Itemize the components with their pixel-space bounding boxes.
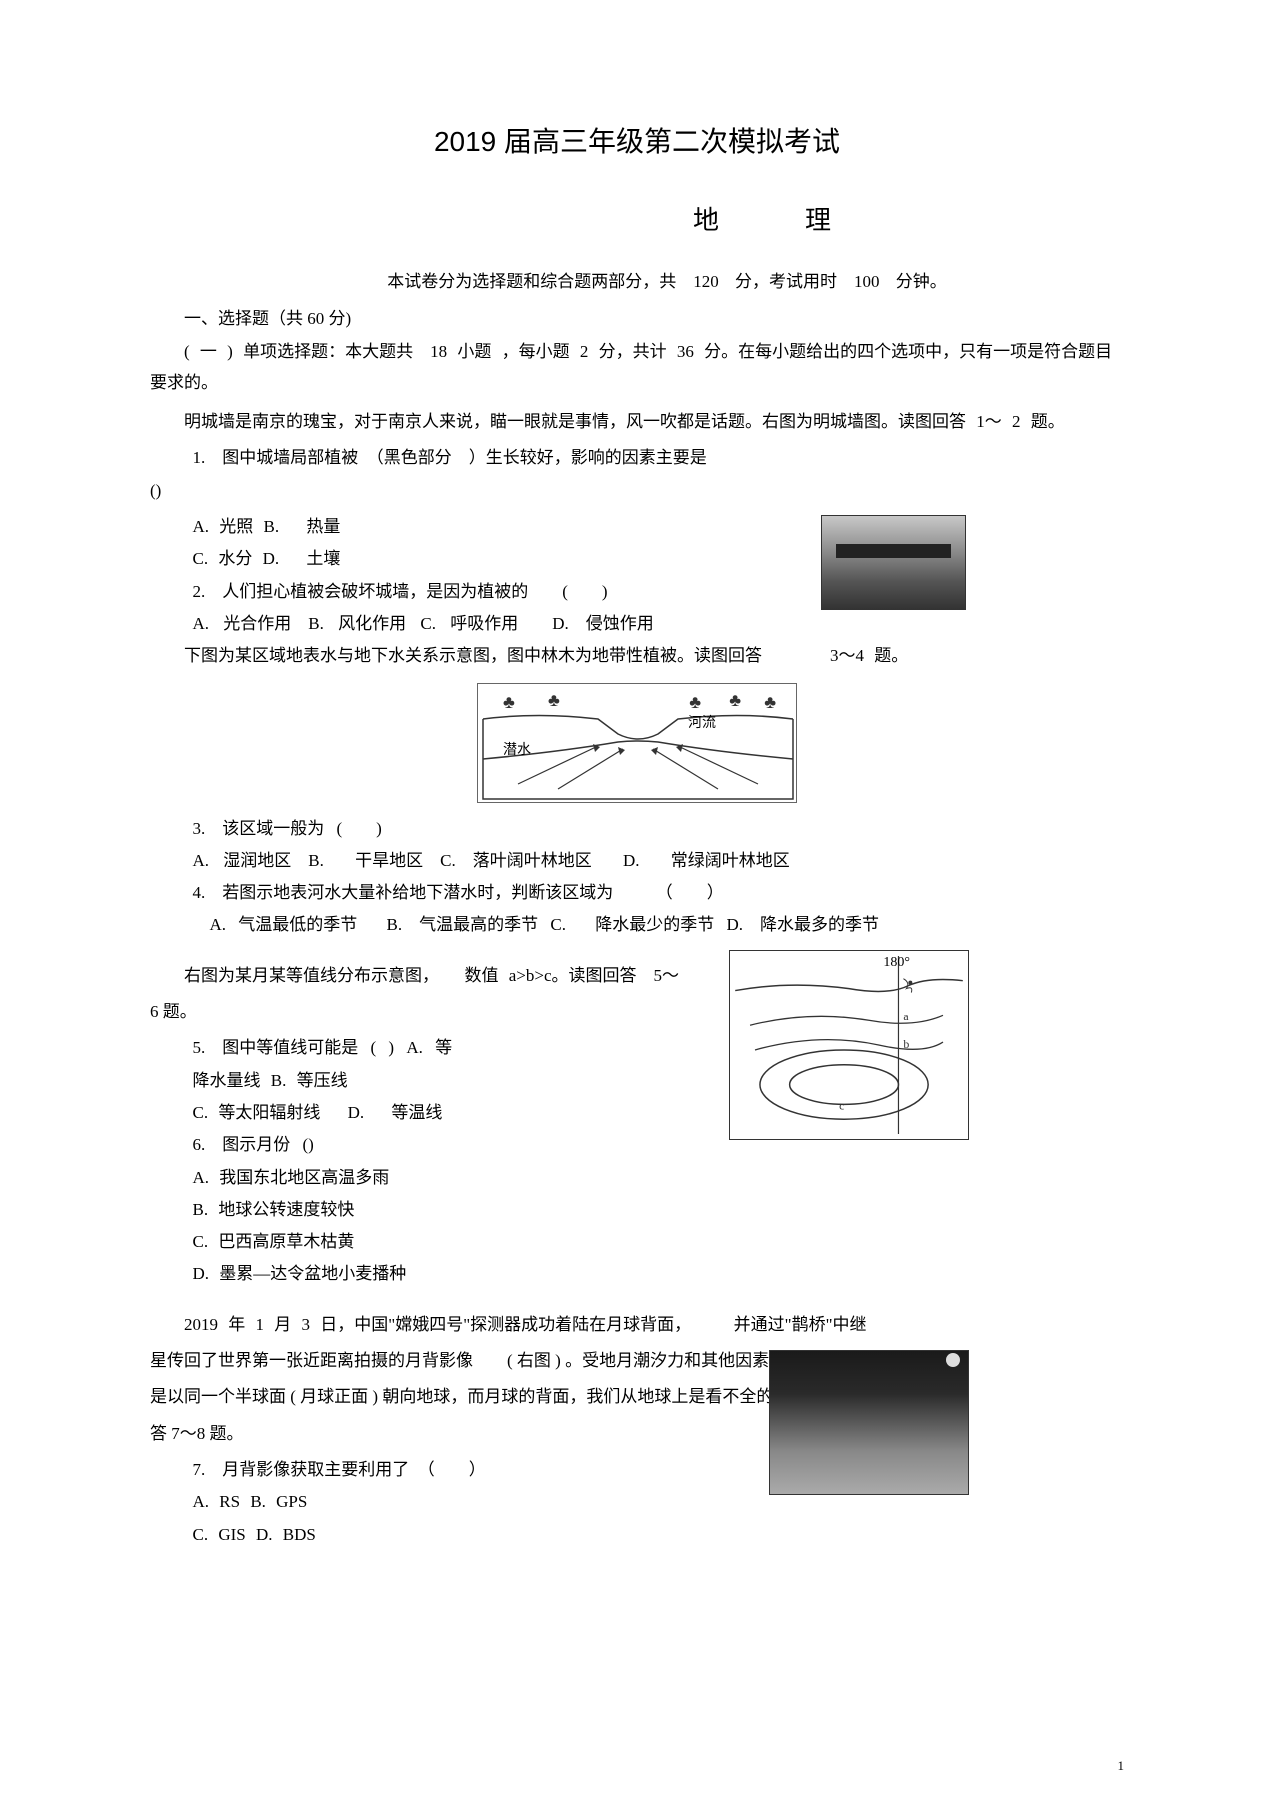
figure-water-diagram: ♣ ♣ ♣ ♣ ♣ 河流 潜水 bbox=[477, 683, 797, 803]
passage-q78-3: 是以同一个半球面 ( 月球正面 ) 朝向地球，而月球的背面，我们从地球上是看不全… bbox=[150, 1381, 1124, 1413]
section-1-sub: ( 一 ) 单项选择题：本大题共 18 小题 ，每小题 2 分，共计 36 分。… bbox=[150, 337, 1124, 398]
page-number: 1 bbox=[1118, 1758, 1125, 1774]
svg-text:a: a bbox=[903, 1009, 909, 1023]
q1-paren: () bbox=[150, 475, 1124, 507]
figure-moon-image bbox=[769, 1350, 969, 1495]
q2-opts: A. 光合作用 B. 风化作用 C. 呼吸作用 D. 侵蚀作用 bbox=[150, 608, 1124, 640]
q6-opt-c: C. 巴西高原草木枯黄 bbox=[150, 1226, 850, 1258]
q3-text: 3. 该区域一般为 ( ) bbox=[150, 813, 1124, 845]
q1-opts-cd: C. 水分 D. 土壤 bbox=[150, 543, 1124, 575]
figure-wall-image bbox=[821, 515, 966, 610]
passage-q34: 下图为某区域地表水与地下水关系示意图，图中林木为地带性植被。读图回答 3～4 题… bbox=[150, 640, 1124, 672]
passage-q78-1: 2019 年 1 月 3 日，中国"嫦娥四号"探测器成功着陆在月球背面， 并通过… bbox=[150, 1309, 1124, 1341]
q7-text: 7. 月背影像获取主要利用了 （ ） bbox=[150, 1454, 1124, 1486]
passage-q78-4: 答 7～8 题。 bbox=[150, 1418, 1124, 1450]
diagram-label-river: 河流 bbox=[688, 712, 716, 732]
svg-text:b: b bbox=[903, 1037, 909, 1051]
q4-text: 4. 若图示地表河水大量补给地下潜水时，判断该区域为 （ ） bbox=[150, 877, 1124, 909]
q6-opt-a: A. 我国东北地区高温多雨 bbox=[150, 1162, 850, 1194]
svg-text:c: c bbox=[839, 1098, 844, 1112]
q1-opts-ab: A. 光照 B. 热量 bbox=[150, 511, 1124, 543]
q6-opt-b: B. 地球公转速度较快 bbox=[150, 1194, 850, 1226]
q3-opts: A. 湿润地区 B. 干旱地区 C. 落叶阔叶林地区 D. 常绿阔叶林地区 bbox=[150, 845, 1124, 877]
q2-text: 2. 人们担心植被会破坏城墙，是因为植被的 ( ) bbox=[150, 576, 1124, 608]
passage-q78-2: 星传回了世界第一张近距离拍摄的月背影像 ( 右图 ) 。受地月潮汐力和其他因素影… bbox=[150, 1345, 1124, 1377]
q4-opts: A. 气温最低的季节 B. 气温最高的季节 C. 降水最少的季节 D. 降水最多… bbox=[150, 909, 1124, 941]
q6-opt-d: D. 墨累—达令盆地小麦播种 bbox=[150, 1258, 850, 1290]
figure-contour-map: 180° a b c bbox=[729, 950, 969, 1140]
subject-label: 地 理 bbox=[430, 200, 1124, 237]
q7-opts-ab: A. RS B. GPS bbox=[150, 1486, 1124, 1518]
diagram-label-water: 潜水 bbox=[503, 739, 531, 759]
section-1-heading: 一、选择题（共 60 分) bbox=[150, 304, 1124, 329]
exam-title: 2019 届高三年级第二次模拟考试 bbox=[150, 120, 1124, 160]
contour-180-label: 180° bbox=[883, 955, 910, 971]
exam-intro: 本试卷分为选择题和综合题两部分，共 120 分，考试用时 100 分钟。 bbox=[210, 267, 1124, 292]
q7-opts-cd: C. GIS D. BDS bbox=[150, 1519, 1124, 1551]
passage-q12: 明城墙是南京的瑰宝，对于南京人来说，瞄一眼就是事情，风一吹都是话题。右图为明城墙… bbox=[150, 406, 1124, 438]
q1-text: 1. 图中城墙局部植被 （黑色部分 ）生长较好，影响的因素主要是 bbox=[150, 442, 1124, 474]
